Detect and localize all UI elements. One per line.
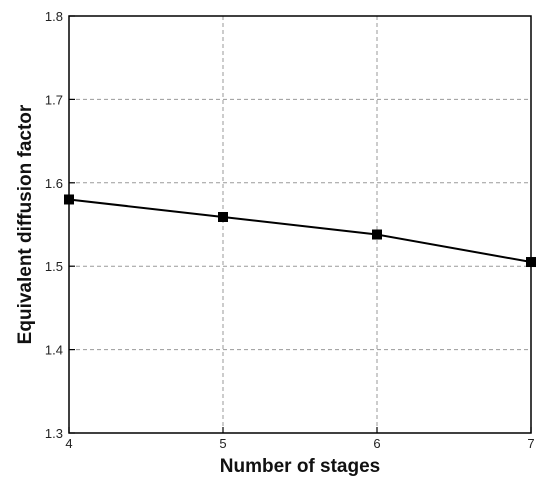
y-tick-label: 1.8	[45, 9, 63, 24]
y-tick-label: 1.7	[45, 92, 63, 107]
series-group	[64, 194, 536, 268]
x-axis-title: Number of stages	[220, 456, 380, 477]
y-tick-label: 1.5	[45, 259, 63, 274]
data-point-marker	[64, 194, 74, 205]
y-tick-label: 1.6	[45, 176, 63, 191]
x-tick-label: 6	[373, 436, 380, 451]
data-point-marker	[372, 229, 382, 240]
x-tick-label: 7	[527, 436, 534, 451]
series-line	[68, 198, 532, 264]
x-tick-label: 4	[65, 436, 72, 451]
y-axis-title: Equivalent diffusion factor	[15, 104, 36, 344]
y-tick-label: 1.4	[45, 343, 63, 358]
axis-ticks: 4 5 6 7 1.3 1.4 1.5 1.6 1.7 1.8	[45, 9, 535, 451]
plot-frame	[68, 15, 532, 434]
y-tick-label: 1.3	[45, 426, 63, 441]
x-tick-label: 5	[219, 436, 226, 451]
data-point-marker	[526, 257, 536, 268]
data-point-marker	[218, 211, 228, 222]
grid	[69, 16, 531, 433]
